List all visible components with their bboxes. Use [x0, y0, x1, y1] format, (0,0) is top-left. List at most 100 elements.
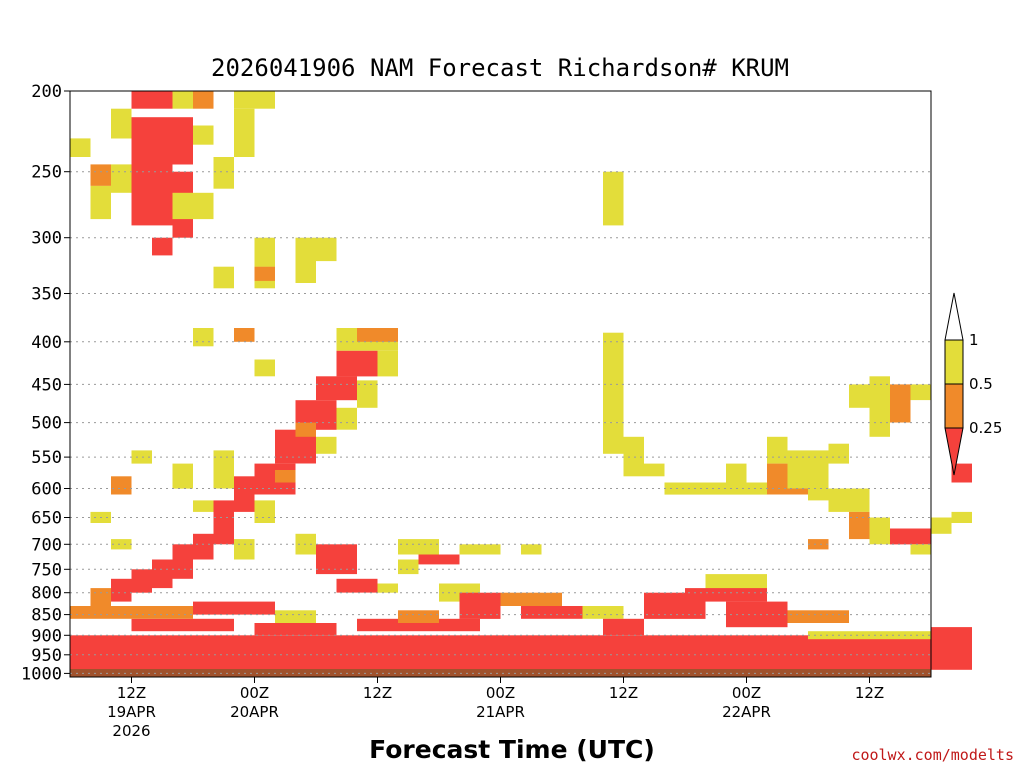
ri-cell [357, 380, 378, 408]
y-tick-label: 550 [31, 448, 62, 468]
ri-cell [295, 422, 316, 437]
ri-cell [644, 463, 665, 477]
ri-cell [910, 384, 931, 401]
x-tick-label: 22APR [722, 703, 771, 721]
y-axis: 200 250 300 350 400 450 500 550 600 650 700 750 8008… [21, 82, 70, 684]
ri-cell [193, 601, 275, 615]
ri-cell [172, 91, 193, 109]
legend-label: 0.25 [969, 419, 1002, 437]
ri-cell [357, 328, 398, 342]
ri-cell [254, 500, 275, 523]
ri-cell [336, 407, 357, 430]
credit-text: coolwx.com/modelts [851, 746, 1014, 764]
ri-cell [849, 384, 870, 408]
chart-title: 2026041906 NAM Forecast Richardson# KRUM [211, 54, 789, 82]
x-axis-label: Forecast Time (UTC) [369, 735, 655, 764]
y-tick-label: 450 [31, 375, 62, 395]
ri-cell [705, 574, 767, 593]
ri-cell [828, 443, 849, 464]
legend-swatch [944, 383, 964, 429]
ri-cell [869, 517, 890, 545]
ri-cell [234, 328, 255, 342]
y-tick-label: 850 [31, 606, 62, 626]
y-tick-label: 1000 [21, 664, 62, 684]
ri-cell [70, 138, 91, 157]
plot-frame [69, 90, 932, 678]
ri-cell [357, 618, 480, 632]
y-tick-label: 950 [31, 646, 62, 666]
ri-cell [398, 559, 419, 575]
ri-cell [90, 185, 111, 220]
ri-cell [316, 237, 337, 262]
ri-cell [890, 384, 911, 423]
ri-cell [213, 500, 234, 545]
legend-swatch [944, 427, 964, 476]
ri-cell [336, 578, 378, 593]
ri-cell [869, 376, 890, 437]
ri-cell [131, 164, 173, 226]
ri-cell [521, 606, 583, 619]
richardson-cells [70, 91, 972, 670]
ri-cell [193, 125, 214, 145]
ri-cell [172, 192, 193, 220]
y-tick-label: 900 [31, 626, 62, 646]
ri-cell [254, 359, 275, 377]
ri-cell [951, 463, 972, 483]
ri-cell [172, 544, 193, 579]
y-tick-label: 200 [31, 82, 62, 102]
ri-cell [234, 91, 275, 109]
ri-cell [152, 559, 173, 589]
ri-cell [234, 476, 255, 512]
ri-cell [459, 544, 501, 555]
x-tick-label: 12Z [363, 684, 392, 702]
ri-cell [275, 470, 296, 483]
ri-cell [521, 544, 542, 555]
ri-cell [152, 237, 173, 256]
ri-cell [131, 569, 152, 593]
ri-cell [254, 266, 275, 281]
ri-cell [726, 463, 747, 483]
y-tick-label: 350 [31, 285, 62, 305]
ri-cell [316, 436, 337, 454]
y-tick-label: 650 [31, 509, 62, 529]
ri-cell [849, 511, 870, 540]
ri-cell [910, 544, 931, 555]
ri-cell [603, 422, 624, 454]
ri-cell [193, 533, 214, 560]
ri-cell [951, 511, 972, 523]
ri-cell [172, 463, 193, 489]
legend-label: 0.5 [969, 375, 993, 393]
y-tick-label: 300 [31, 229, 62, 249]
ri-cell [623, 436, 644, 477]
y-tick-label: 600 [31, 480, 62, 500]
x-tick-label: 2026 [112, 722, 150, 740]
ri-cell [193, 328, 214, 347]
x-tick-label: 12Z [117, 684, 146, 702]
ri-cell [787, 610, 849, 623]
x-tick-label: 00Z [486, 684, 515, 702]
ri-cell [500, 592, 562, 606]
ri-cell [111, 164, 132, 193]
ri-cell [254, 623, 337, 636]
ri-cell [931, 517, 952, 534]
y-tick-label: 250 [31, 163, 62, 183]
ri-cell [418, 554, 460, 565]
x-tick-label: 12Z [855, 684, 884, 702]
ri-cell [111, 578, 132, 602]
ri-cell [213, 450, 234, 489]
ri-cell [131, 450, 152, 464]
ri-cell [131, 117, 193, 165]
ri-cell [193, 91, 214, 109]
ri-cell [234, 108, 255, 157]
ri-cell [890, 528, 931, 545]
x-tick-label: 00Z [732, 684, 761, 702]
x-tick-label: 00Z [240, 684, 269, 702]
y-tick-label: 500 [31, 414, 62, 434]
y-tick-label: 750 [31, 560, 62, 580]
x-tick-label: 20APR [230, 703, 279, 721]
y-tick-label: 700 [31, 535, 62, 555]
ri-cell [808, 482, 829, 501]
x-tick-label: 21APR [476, 703, 525, 721]
